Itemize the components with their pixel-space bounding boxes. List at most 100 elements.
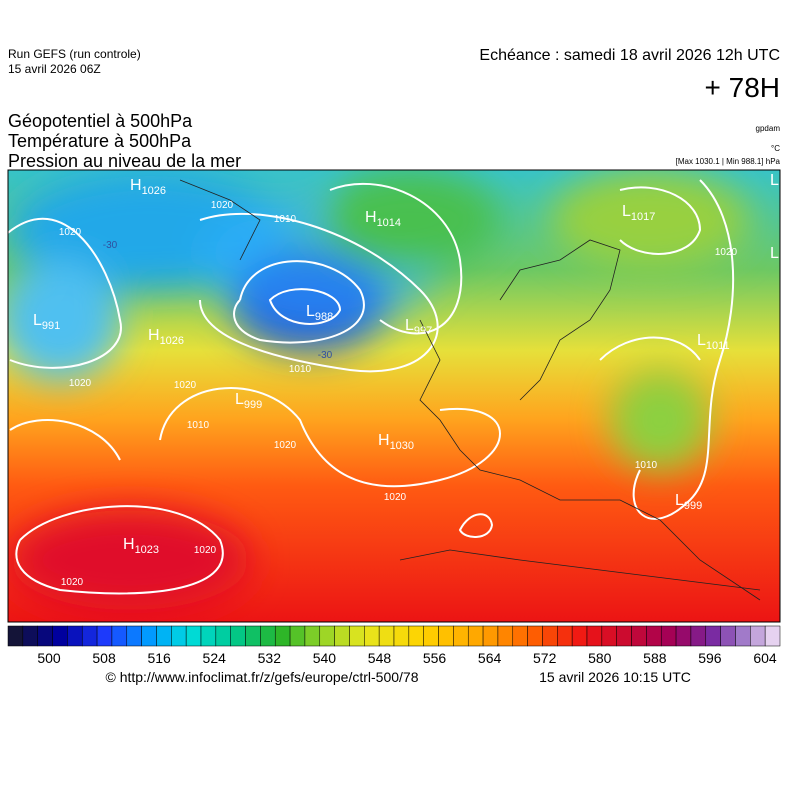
center-value: 1030 xyxy=(390,440,414,452)
color-swatch xyxy=(230,625,246,647)
color-swatch xyxy=(393,625,410,647)
title: Pression au niveau de la mer xyxy=(8,151,241,171)
pressure-center: H1026 xyxy=(148,327,184,347)
color-swatch xyxy=(482,625,499,647)
pressure-center: L1011 xyxy=(697,332,730,352)
color-swatch xyxy=(646,625,662,647)
color-swatch xyxy=(67,625,83,647)
color-swatch xyxy=(81,625,98,647)
unit: gpdam xyxy=(756,124,781,133)
isobar-label: 1020 xyxy=(274,440,297,451)
isobar-label: 1010 xyxy=(635,460,658,471)
pressure-center: L988 xyxy=(306,303,333,323)
colorbar-label: 564 xyxy=(478,650,502,666)
color-swatch xyxy=(705,625,721,647)
colorbar-label: 604 xyxy=(753,650,777,666)
color-swatch xyxy=(200,625,217,647)
center-letter: H xyxy=(148,327,160,344)
color-swatch xyxy=(601,625,617,647)
color-swatch xyxy=(616,625,632,647)
color-swatch xyxy=(126,625,142,647)
isobar-label: 1020 xyxy=(715,247,738,258)
center-value: 1011 xyxy=(706,340,730,352)
color-swatch xyxy=(349,625,365,647)
color-swatch xyxy=(274,625,291,647)
color-swatch xyxy=(438,625,454,647)
colorbar-label: 588 xyxy=(643,650,667,666)
colorbar-label: 540 xyxy=(313,650,337,666)
run-date: 15 avril 2026 06Z xyxy=(8,62,101,76)
isobar-label: 1010 xyxy=(274,214,297,225)
pressure-center: L999 xyxy=(675,492,702,512)
colorbar-label: 516 xyxy=(147,650,171,666)
colorbar-label: 532 xyxy=(258,650,282,666)
color-swatch xyxy=(141,625,157,647)
color-swatch xyxy=(512,625,528,647)
color-swatch xyxy=(675,625,692,647)
center-value: 1026 xyxy=(142,185,166,197)
center-value: 1026 xyxy=(160,335,184,347)
color-swatch xyxy=(660,625,677,647)
pressure-center: L1017 xyxy=(622,203,655,223)
color-swatch xyxy=(467,625,484,647)
color-swatch xyxy=(96,625,113,647)
colorbar-label: 508 xyxy=(92,650,116,666)
isobar-label: 1010 xyxy=(289,364,312,375)
isobar-label: 1020 xyxy=(59,227,82,238)
center-letter: L xyxy=(697,332,706,349)
color-swatch xyxy=(631,625,647,647)
pressure-center: H1030 xyxy=(378,432,414,452)
pressure-center: L997 xyxy=(405,317,432,337)
footer-url: © http://www.infoclimat.fr/z/gefs/europe… xyxy=(105,669,418,685)
color-swatch xyxy=(52,625,68,647)
color-swatch xyxy=(111,625,128,647)
color-swatch xyxy=(22,625,38,647)
pressure-center: H1026 xyxy=(130,177,166,197)
center-value: 1023 xyxy=(135,544,159,556)
colorbar-label: 500 xyxy=(37,650,61,666)
isobar-label: 1020 xyxy=(211,200,234,211)
center-letter: L xyxy=(33,312,42,329)
color-swatch xyxy=(571,625,588,647)
center-value: 999 xyxy=(244,399,262,411)
center-letter: L xyxy=(770,245,779,262)
color-swatch xyxy=(720,625,736,647)
unit: [Max 1030.1 | Min 988.1] hPa xyxy=(676,157,781,166)
colorbar-label: 580 xyxy=(588,650,612,666)
echeance: Echéance : samedi 18 avril 2026 12h UTC xyxy=(479,47,780,64)
color-swatch xyxy=(453,625,469,647)
unit: °C xyxy=(771,144,780,153)
lead-time: + 78H xyxy=(705,72,781,103)
footer-time: 15 avril 2026 10:15 UTC xyxy=(539,669,691,685)
color-swatch xyxy=(408,625,424,647)
center-letter: L xyxy=(306,303,315,320)
center-letter: H xyxy=(365,209,377,226)
center-value: 999 xyxy=(684,500,702,512)
color-swatch xyxy=(334,625,350,647)
center-letter: H xyxy=(130,177,142,194)
color-swatch xyxy=(319,625,335,647)
color-swatch xyxy=(423,625,439,647)
map xyxy=(8,170,780,622)
color-swatch xyxy=(378,625,395,647)
color-swatch xyxy=(750,625,766,647)
isobar-label: 1010 xyxy=(187,420,210,431)
isobar-label: 1020 xyxy=(194,545,217,556)
color-swatch xyxy=(690,625,707,647)
colorbar-label: 524 xyxy=(203,650,227,666)
color-swatch xyxy=(245,625,261,647)
center-letter: L xyxy=(675,492,684,509)
pressure-center: H1023 xyxy=(123,536,159,556)
center-value: 991 xyxy=(42,320,60,332)
isobar-label: -30 xyxy=(103,240,118,251)
isobar-label: -30 xyxy=(318,350,333,361)
color-swatch xyxy=(527,625,543,647)
color-swatch xyxy=(586,625,603,647)
center-value: 997 xyxy=(414,325,432,337)
pressure-center: L xyxy=(770,245,779,262)
color-swatch xyxy=(7,625,24,647)
isobar-label: 1020 xyxy=(384,492,407,503)
center-value: 1014 xyxy=(377,217,401,229)
center-value: 988 xyxy=(315,311,333,323)
